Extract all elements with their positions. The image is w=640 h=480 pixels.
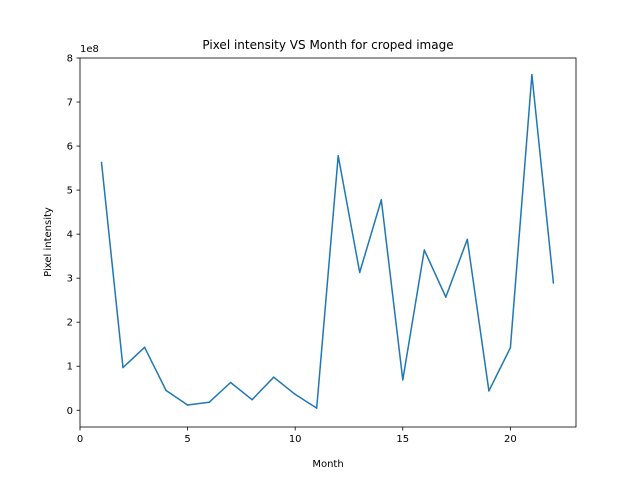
data-point: [380, 199, 383, 201]
plot-frame: [79, 57, 577, 428]
chart-title: Pixel intensity VS Month for croped imag…: [202, 38, 453, 52]
y-tick-label: 7: [67, 98, 73, 109]
data-point: [358, 271, 361, 274]
y-tick-label: 0: [67, 406, 73, 417]
x-tick-label: 20: [504, 434, 517, 445]
y-tick-label: 4: [67, 230, 73, 241]
data-point: [445, 296, 447, 298]
data-point: [122, 366, 124, 369]
data-point: [488, 390, 490, 392]
data-point: [272, 376, 275, 378]
data-point: [165, 389, 167, 392]
y-tick-label: 2: [67, 318, 73, 329]
data-point: [337, 155, 339, 157]
y-tick-label: 3: [67, 274, 73, 285]
data-point: [100, 161, 103, 164]
y-tick-label: 1: [67, 362, 73, 373]
x-axis-ticks: 0 5 10 15 20: [77, 427, 517, 445]
series-points: [100, 73, 555, 409]
data-point: [531, 73, 533, 76]
data-point: [229, 381, 232, 384]
x-tick-label: 15: [396, 434, 409, 445]
series-line: [100, 73, 555, 409]
y-offset-text: 1e8: [80, 44, 99, 55]
y-tick-label: 5: [67, 186, 73, 197]
data-point: [423, 249, 426, 251]
y-axis-ticks: 0 1 2 3 4 5 6 7 8: [67, 54, 80, 417]
y-tick-label: 6: [67, 142, 73, 153]
x-tick-label: 5: [184, 434, 190, 445]
data-point: [208, 401, 210, 404]
x-axis-label: Month: [312, 459, 343, 470]
data-point: [251, 398, 253, 401]
data-point: [315, 407, 318, 409]
x-tick-label: 10: [289, 434, 302, 445]
plot-area: [80, 58, 576, 427]
data-point: [466, 238, 469, 241]
data-point: [402, 379, 404, 381]
data-point: [186, 404, 189, 406]
data-point: [509, 346, 512, 349]
y-tick-label: 8: [67, 54, 73, 65]
x-tick-label: 0: [77, 434, 83, 445]
data-point: [294, 393, 296, 396]
data-point: [143, 346, 146, 349]
y-axis-label: Pixel intensity: [43, 207, 54, 277]
data-point: [552, 282, 555, 284]
